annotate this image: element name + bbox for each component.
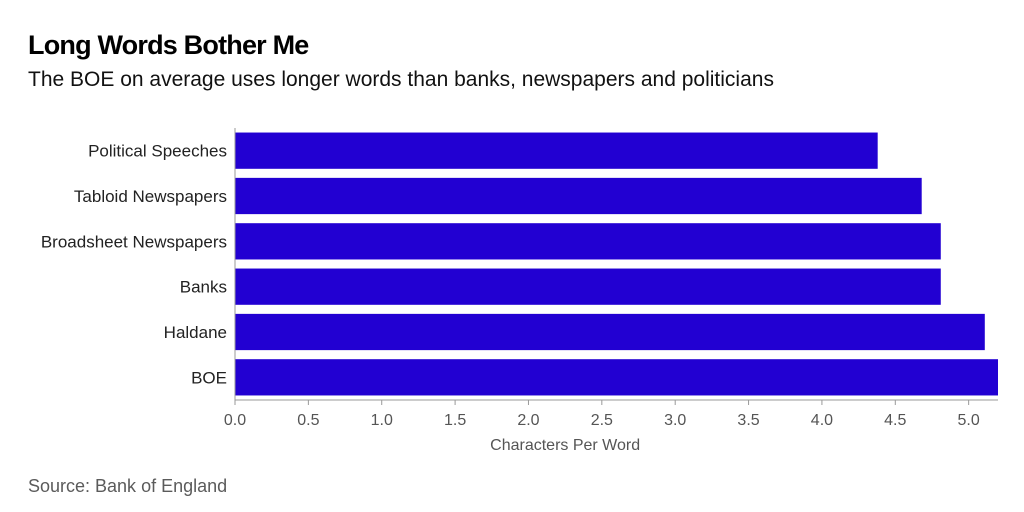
x-tick-label: 1.0	[371, 412, 393, 429]
bar-broadsheet-newspapers	[235, 223, 941, 260]
bars-group	[235, 132, 998, 396]
category-label: Banks	[180, 278, 227, 297]
x-tick-label: 2.0	[517, 412, 539, 429]
category-label: BOE	[191, 368, 227, 387]
x-tick-label: 0.0	[224, 412, 246, 429]
x-axis-title: Characters Per Word	[490, 437, 640, 454]
x-tick-label: 4.0	[811, 412, 833, 429]
bar-haldane	[235, 313, 985, 351]
category-label: Haldane	[164, 323, 227, 342]
category-label: Tabloid Newspapers	[74, 187, 227, 206]
bar-tabloid-newspapers	[235, 177, 922, 215]
x-tick-label: 3.0	[664, 412, 686, 429]
category-label: Political Speeches	[88, 142, 227, 161]
x-tick-label: 2.5	[591, 412, 613, 429]
x-tick-label: 0.5	[297, 412, 319, 429]
x-tick-label: 1.5	[444, 412, 466, 429]
bar-boe	[235, 359, 998, 396]
category-labels-group: Political Speeches Tabloid Newspapers Broa…	[41, 142, 227, 388]
x-ticks-group: 0.0 0.5 1.0 1.5 2.0 2.5 3.0 3.5 4.0 4.5 5.0	[224, 400, 980, 429]
source-note: Source: Bank of England	[28, 476, 228, 496]
chart-title: Long Words Bother Me	[28, 30, 309, 60]
bar-political-speeches	[235, 132, 878, 169]
bar-banks	[235, 268, 941, 305]
category-label: Broadsheet Newspapers	[41, 232, 227, 251]
x-tick-label: 5.0	[958, 412, 980, 429]
x-tick-label: 4.5	[884, 412, 906, 429]
chart-subtitle: The BOE on average uses longer words tha…	[28, 68, 774, 91]
x-tick-label: 3.5	[737, 412, 759, 429]
